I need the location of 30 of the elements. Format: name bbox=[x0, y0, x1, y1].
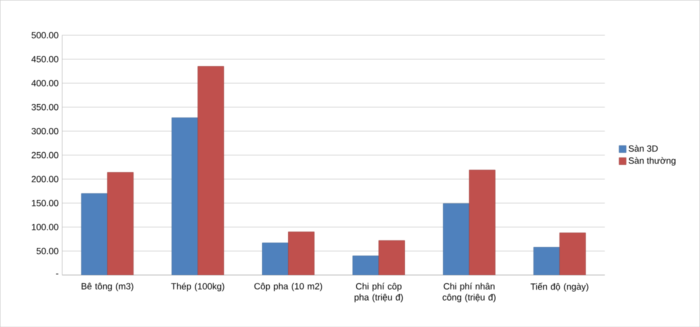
x-tick-label: Bê tông (m3) bbox=[82, 282, 134, 292]
bar bbox=[468, 170, 496, 275]
y-tick-label: 100.00 bbox=[32, 224, 58, 230]
y-tick-label: 250.00 bbox=[32, 152, 58, 158]
y-tick-label: 150.00 bbox=[32, 200, 58, 206]
bar bbox=[378, 240, 405, 275]
x-tick-label: Chi phí nhân công (triệu đ) bbox=[442, 282, 496, 302]
legend-label: Sàn 3D bbox=[628, 144, 658, 152]
y-tick-label: 200.00 bbox=[32, 176, 58, 182]
x-tick-label: Chi phí côp pha (triệu đ) bbox=[354, 282, 403, 302]
bar bbox=[262, 242, 288, 275]
bar bbox=[81, 193, 108, 275]
legend-label: Sàn thường bbox=[628, 156, 676, 166]
y-tick-label: 400.00 bbox=[31, 80, 58, 86]
x-tick-label: Thép (100kg) bbox=[171, 282, 224, 292]
bar bbox=[352, 256, 379, 275]
bar bbox=[533, 246, 560, 275]
y-tick-label: 500.00 bbox=[32, 32, 58, 38]
y-tick-label: 50.00 bbox=[36, 248, 58, 254]
x-tick-label: Côp pha (10 m2) bbox=[254, 282, 322, 292]
y-tick-label: 300.00 bbox=[32, 128, 58, 134]
bar bbox=[198, 66, 224, 275]
bar bbox=[288, 232, 314, 275]
bar bbox=[107, 172, 134, 275]
bar bbox=[172, 117, 198, 275]
bar bbox=[442, 203, 470, 275]
bar bbox=[559, 232, 586, 275]
y-tick-label: 350.00 bbox=[32, 104, 58, 110]
x-tick-label: Tiến độ (ngày) bbox=[530, 282, 588, 292]
y-tick-label: 450.00 bbox=[31, 56, 58, 62]
